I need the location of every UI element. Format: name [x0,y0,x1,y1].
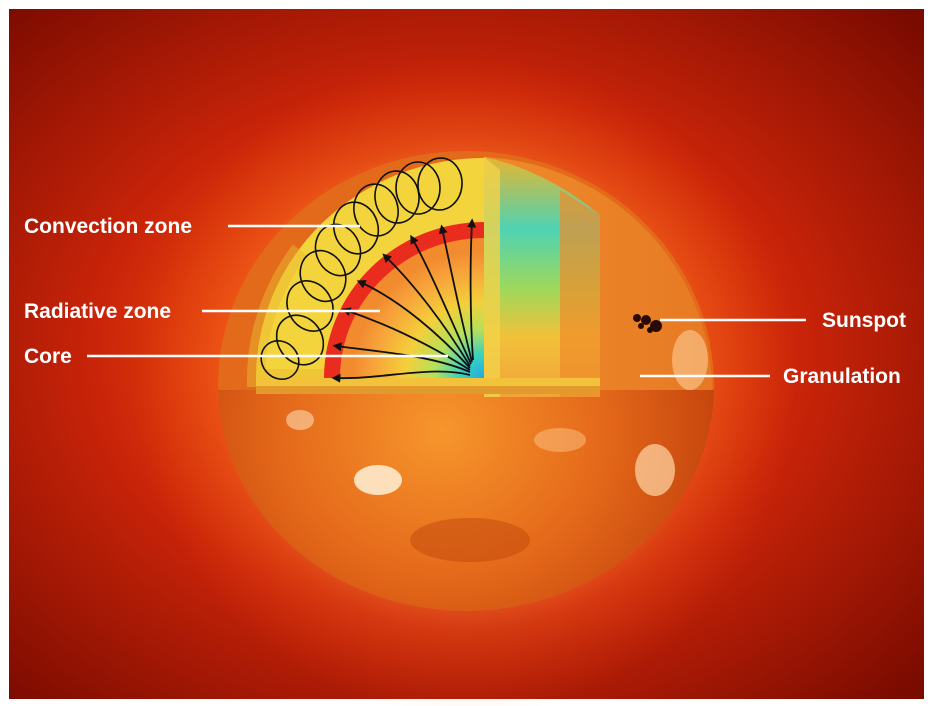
radiation-paths [331,218,477,383]
convection-loops [260,157,463,380]
cutaway-front-face [246,158,600,394]
leader-lines [87,224,806,378]
label-radiative-zone: Radiative zone [24,300,171,323]
label-granulation: Granulation [783,365,901,388]
label-convection-zone: Convection zone [24,215,192,238]
sun-surface [218,385,714,611]
label-core: Core [24,345,72,368]
label-sunspot: Sunspot [822,309,906,332]
sunspot-mark [633,314,662,333]
